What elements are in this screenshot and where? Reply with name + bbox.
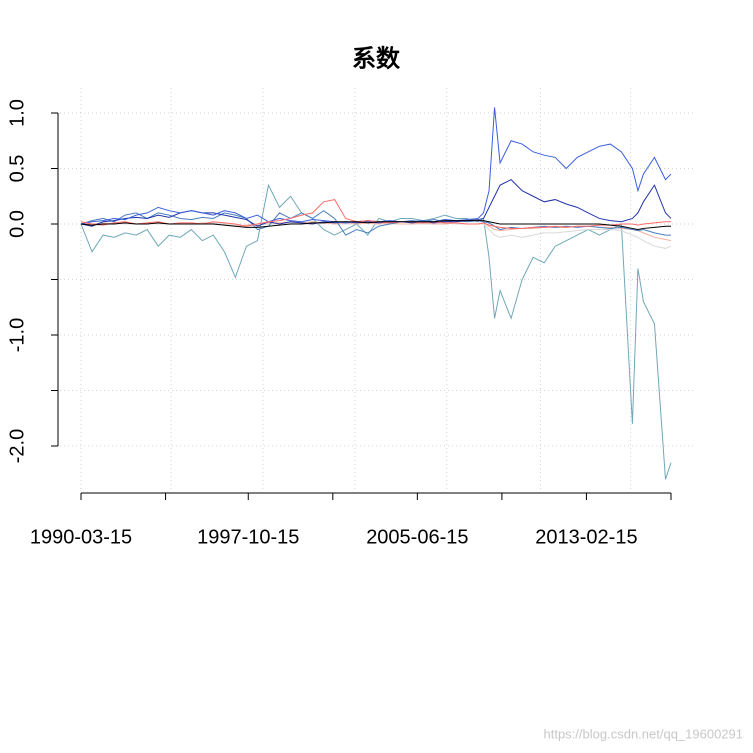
x-tick-label: 1990-03-15 — [30, 526, 132, 548]
series-line — [80, 107, 672, 225]
x-tick-label: 2013-02-15 — [535, 526, 637, 548]
x-tick-label: 2005-06-15 — [366, 526, 468, 548]
chart-title: 系数 — [352, 45, 401, 72]
x-tick-label: 1997-10-15 — [197, 526, 299, 548]
series-line — [80, 178, 672, 227]
y-tick-label: -2.0 — [6, 429, 28, 463]
y-tick-label: 0.0 — [6, 210, 28, 238]
y-tick-label: -1.0 — [6, 318, 28, 352]
watermark: https://blog.csdn.net/qq_19600291 — [544, 726, 744, 741]
y-tick-label: 1.0 — [6, 99, 28, 127]
y-tick-label: 0.5 — [6, 155, 28, 183]
series-line — [81, 221, 672, 242]
series-line — [80, 220, 671, 231]
series-line — [80, 199, 671, 229]
series-line — [80, 210, 671, 236]
series-line — [80, 183, 672, 480]
